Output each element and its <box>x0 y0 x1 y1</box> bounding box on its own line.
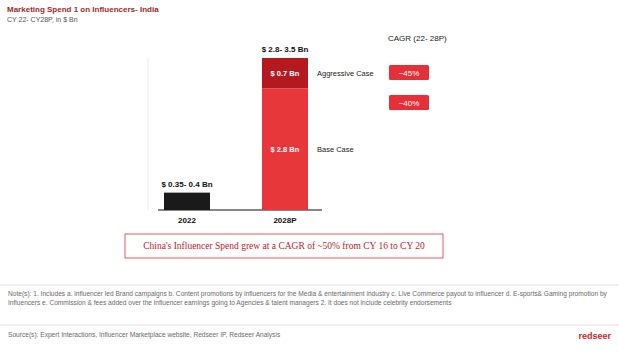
cagr-label: ~45% <box>399 69 420 78</box>
subtitle: CY 22- CY28P, in $ Bn <box>7 16 78 23</box>
separator <box>0 325 619 326</box>
separator <box>0 285 619 286</box>
legend-label: Aggressive Case <box>317 69 374 78</box>
total-label: $ 2.8- 3.5 Bn <box>262 45 309 54</box>
cagr-box <box>389 65 429 80</box>
title: Marketing Spend 1 on Influencers- India <box>7 5 159 14</box>
category-label: 2028P <box>273 216 297 225</box>
brand: redseer <box>578 331 611 341</box>
legend-label: Base Case <box>317 145 354 154</box>
data-label: $ 2.8 Bn <box>271 145 300 154</box>
callout-box <box>125 234 443 258</box>
source: Source(s): Expert Interactions, Influenc… <box>8 331 548 340</box>
bar <box>262 88 308 210</box>
bar <box>262 58 308 88</box>
cagr-label: ~40% <box>399 99 420 108</box>
total-label: $ 0.35- 0.4 Bn <box>161 180 212 189</box>
bar <box>164 193 210 210</box>
notes: Note(s): 1. Includes a. influencer led B… <box>8 290 608 307</box>
cagr-box <box>389 95 429 110</box>
category-label: 2022 <box>178 216 196 225</box>
cagr-header: CAGR (22- 28P) <box>388 34 447 43</box>
data-label: $ 0.7 Bn <box>271 69 300 78</box>
y-axis <box>148 58 149 210</box>
callout: China's Influencer Spend grew at a CAGR … <box>143 241 425 251</box>
